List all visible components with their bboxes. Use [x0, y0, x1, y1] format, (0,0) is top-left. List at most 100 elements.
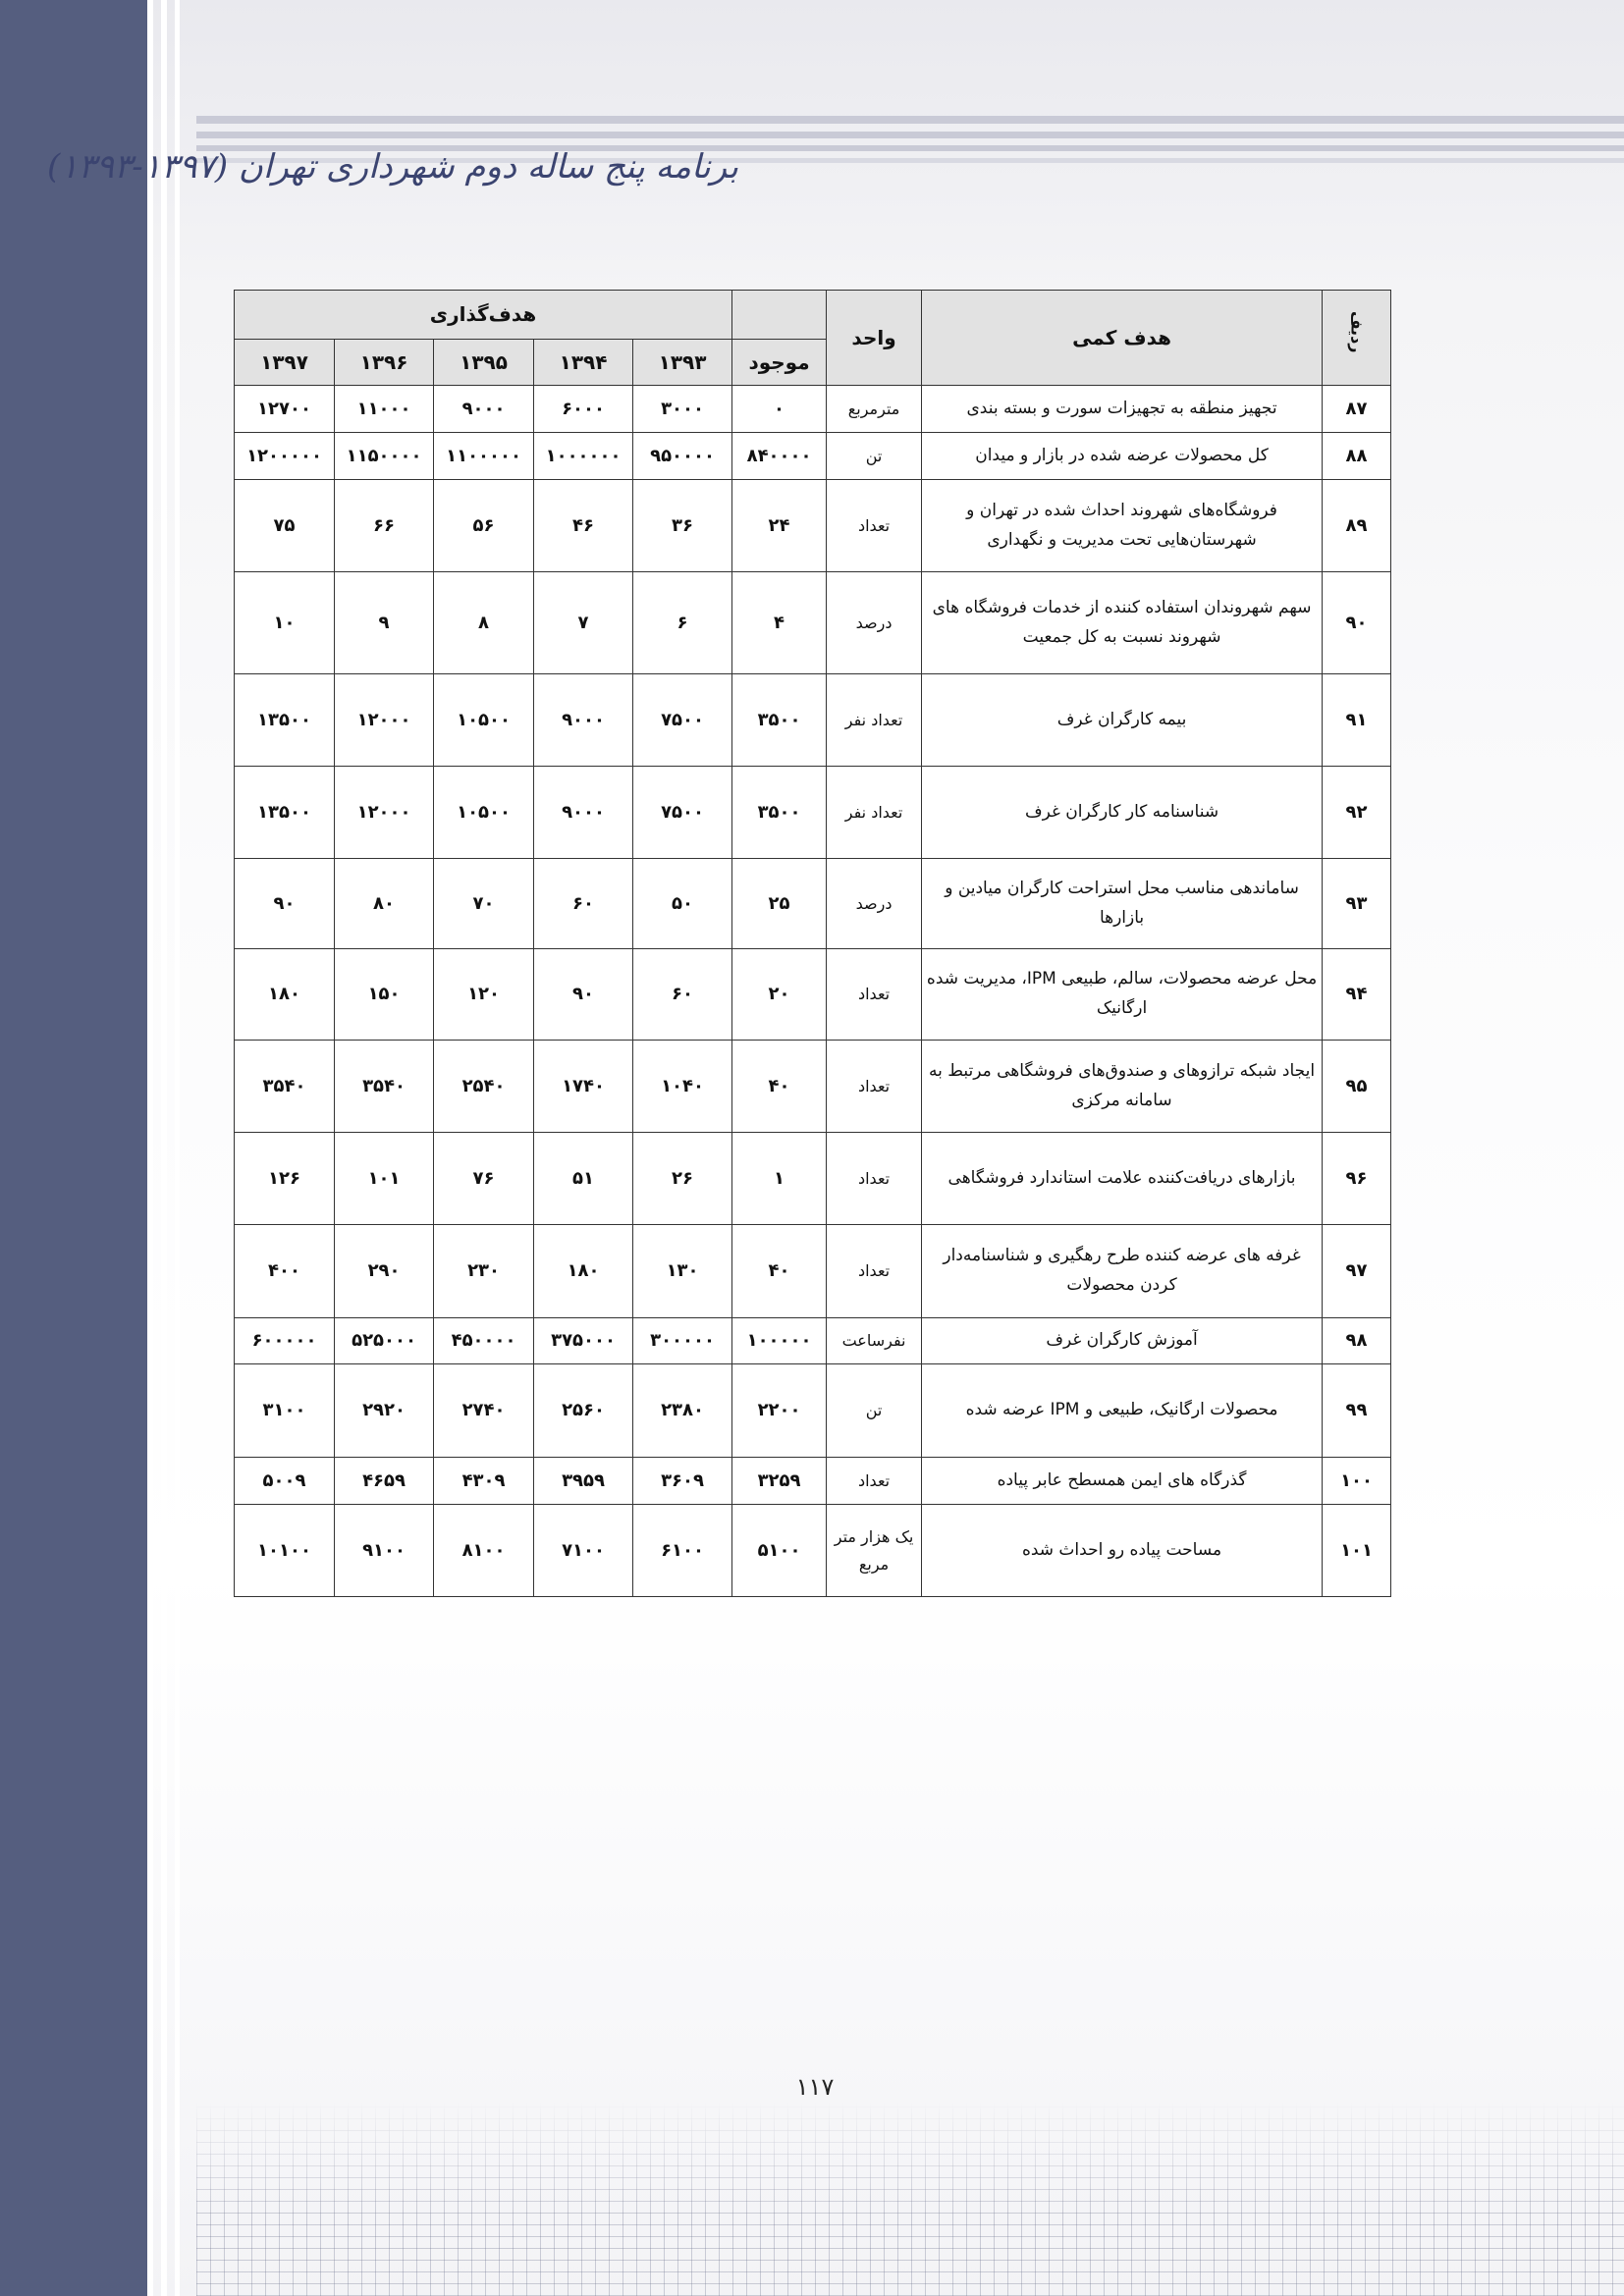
current-cell: ۱	[731, 1132, 828, 1225]
goal-cell: آموزش کارگران غرف	[921, 1317, 1324, 1364]
target-value-cell: ۶۰	[533, 858, 634, 949]
floor-grid-decoration	[196, 2101, 1624, 2296]
goal-cell: غرفه های عرضه کننده طرح رهگیری و شناسنام…	[921, 1224, 1324, 1318]
unit-cell: تعداد	[826, 948, 923, 1041]
current-cell: ۱۰۰۰۰۰	[731, 1317, 828, 1364]
goal-cell: بازارهای دریافت‌کننده علامت استاندارد فر…	[921, 1132, 1324, 1225]
header-band	[196, 145, 1624, 151]
unit-cell: تن	[826, 1363, 923, 1458]
target-value-cell: ۳۰۰۰	[632, 385, 733, 433]
target-value-cell: ۸۰	[334, 858, 435, 949]
target-value-cell: ۳۷۵۰۰۰	[533, 1317, 634, 1364]
target-value-cell: ۱۱۵۰۰۰۰	[334, 432, 435, 480]
row-number: ۹۸	[1322, 1317, 1392, 1364]
target-value-cell: ۳۵۴۰	[334, 1040, 435, 1133]
goal-cell: کل محصولات عرضه شده در بازار و میدان	[921, 432, 1324, 480]
page-title: برنامه پنج ساله دوم شهرداری تهران (۱۳۹۷-…	[46, 147, 738, 187]
current-cell: ۳۵۰۰	[731, 673, 828, 767]
target-value-cell: ۱۸۰	[233, 948, 336, 1041]
target-value-cell: ۱۲۷۰۰	[233, 385, 336, 433]
table-row: ۹۸ آموزش کارگران غرف نفرساعت ۱۰۰۰۰۰ ۳۰۰۰۰۰ ۳۷…	[233, 1317, 1392, 1364]
unit-cell: تعداد	[826, 1457, 923, 1505]
header-unit: واحد	[826, 290, 923, 386]
header-current-blank	[731, 290, 828, 340]
goal-cell: تجهیز منطقه به تجهیزات سورت و بسته بندی	[921, 385, 1324, 433]
table-row: ۱۰۱ مساحت پیاده رو احداث شده یک هزار متر م…	[233, 1504, 1392, 1597]
row-number: ۸۸	[1322, 432, 1392, 480]
current-cell: ۲۴	[731, 479, 828, 572]
header-year: ۱۳۹۵	[433, 339, 535, 386]
unit-cell: نفرساعت	[826, 1317, 923, 1364]
target-value-cell: ۱۲۶	[233, 1132, 336, 1225]
row-number: ۹۱	[1322, 673, 1392, 767]
current-cell: ۲۲۰۰	[731, 1363, 828, 1458]
target-value-cell: ۳۶	[632, 479, 733, 572]
target-value-cell: ۹۰۰۰	[533, 766, 634, 859]
current-cell: ۲۵	[731, 858, 828, 949]
target-value-cell: ۱۲۰۰۰۰۰	[233, 432, 336, 480]
unit-cell: تعداد	[826, 1224, 923, 1318]
unit-cell: تعداد نفر	[826, 673, 923, 767]
target-value-cell: ۳۹۵۹	[533, 1457, 634, 1505]
goal-cell: ایجاد شبکه ترازوهای و صندوق‌های فروشگاهی…	[921, 1040, 1324, 1133]
table-row: ۹۹ محصولات ارگانیک، طبیعی و IPM عرضه شده ت…	[233, 1363, 1392, 1458]
header-row-no: ردیف	[1322, 290, 1392, 386]
target-value-cell: ۴۶	[533, 479, 634, 572]
target-value-cell: ۹۱۰۰	[334, 1504, 435, 1597]
current-cell: ۳۵۰۰	[731, 766, 828, 859]
target-value-cell: ۶۰۰۰	[533, 385, 634, 433]
current-cell: ۰	[731, 385, 828, 433]
target-value-cell: ۹۵۰۰۰۰	[632, 432, 733, 480]
header-year: ۱۳۹۶	[334, 339, 435, 386]
current-cell: ۵۱۰۰	[731, 1504, 828, 1597]
targets-table: ردیف هدف کمی واحد هدف‌گذاری موجود ۱۳۹۳ ۱…	[233, 290, 1392, 1597]
header-band	[196, 158, 1624, 163]
sidebar-stripe	[175, 0, 180, 2296]
target-value-cell: ۱۰۱۰۰	[233, 1504, 336, 1597]
target-value-cell: ۱۳۵۰۰	[233, 673, 336, 767]
table-row: ۱۰۰ گذرگاه های ایمن همسطح عابر پیاده تعداد…	[233, 1457, 1392, 1505]
table-row: ۹۵ ایجاد شبکه ترازوهای و صندوق‌های فروشگا…	[233, 1040, 1392, 1133]
target-value-cell: ۹۰	[533, 948, 634, 1041]
left-sidebar-band	[0, 0, 147, 2296]
table-row: ۸۷ تجهیز منطقه به تجهیزات سورت و بسته بند…	[233, 385, 1392, 433]
header-year: ۱۳۹۷	[233, 339, 336, 386]
page-number: ۱۱۷	[795, 2073, 835, 2101]
table-row: ۹۱ بیمه کارگران غرف تعداد نفر ۳۵۰۰ ۷۵۰۰ ۹۰۰۰ ۱…	[233, 673, 1392, 767]
target-value-cell: ۲۵۴۰	[433, 1040, 535, 1133]
target-value-cell: ۱۲۰	[433, 948, 535, 1041]
target-value-cell: ۱۱۰۰۰	[334, 385, 435, 433]
current-cell: ۸۴۰۰۰۰	[731, 432, 828, 480]
target-value-cell: ۵۰	[632, 858, 733, 949]
row-number: ۹۷	[1322, 1224, 1392, 1318]
target-value-cell: ۱۰۰۰۰۰۰	[533, 432, 634, 480]
target-value-cell: ۴۰۰	[233, 1224, 336, 1318]
target-value-cell: ۶۶	[334, 479, 435, 572]
unit-cell: درصد	[826, 571, 923, 674]
target-value-cell: ۴۵۰۰۰۰	[433, 1317, 535, 1364]
goal-cell: ساماندهی مناسب محل استراحت کارگران میادی…	[921, 858, 1324, 949]
target-value-cell: ۱۱۰۰۰۰۰	[433, 432, 535, 480]
target-value-cell: ۸	[433, 571, 535, 674]
unit-cell: تعداد	[826, 1040, 923, 1133]
target-value-cell: ۲۵۶۰	[533, 1363, 634, 1458]
header-year: ۱۳۹۴	[533, 339, 634, 386]
target-value-cell: ۳۱۰۰	[233, 1363, 336, 1458]
target-value-cell: ۷	[533, 571, 634, 674]
table-row: ۹۲ شناسنامه کار کارگران غرف تعداد نفر ۳۵۰۰ ۷…	[233, 766, 1392, 859]
target-value-cell: ۹۰	[233, 858, 336, 949]
current-cell: ۲۰	[731, 948, 828, 1041]
row-number: ۸۷	[1322, 385, 1392, 433]
target-value-cell: ۹	[334, 571, 435, 674]
target-value-cell: ۸۱۰۰	[433, 1504, 535, 1597]
header-current: موجود	[731, 339, 828, 386]
header-band	[196, 132, 1624, 138]
target-value-cell: ۱۵۰	[334, 948, 435, 1041]
row-number: ۹۶	[1322, 1132, 1392, 1225]
target-value-cell: ۵۰۰۹	[233, 1457, 336, 1505]
target-value-cell: ۱۰۵۰۰	[433, 673, 535, 767]
target-value-cell: ۱۳۰	[632, 1224, 733, 1318]
goal-cell: شناسنامه کار کارگران غرف	[921, 766, 1324, 859]
current-cell: ۴۰	[731, 1040, 828, 1133]
target-value-cell: ۷۵	[233, 479, 336, 572]
